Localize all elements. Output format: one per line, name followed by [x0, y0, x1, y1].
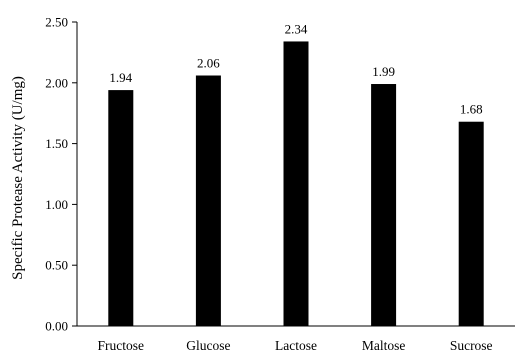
x-tick-label-glucose: Glucose — [186, 338, 230, 353]
bar-sucrose — [458, 121, 484, 326]
data-labels: 1.94 2.06 2.34 1.99 1.68 — [109, 21, 482, 116]
y-tick-label: 1.00 — [45, 197, 68, 212]
y-tick-label: 1.50 — [45, 136, 68, 151]
data-label-lactose: 2.34 — [285, 21, 308, 36]
y-axis-title: Specific Protease Activity (U/mg) — [10, 76, 26, 280]
x-tick-label-maltose: Maltose — [362, 338, 406, 353]
x-axis-labels: Fructose Glucose Lactose Maltose Sucrose — [98, 338, 493, 353]
data-label-fructose: 1.94 — [109, 70, 132, 85]
bar-lactose — [283, 41, 309, 327]
y-tick-label: 0.50 — [45, 258, 68, 273]
data-label-maltose: 1.99 — [372, 64, 395, 79]
bars — [108, 41, 484, 327]
axes — [76, 22, 515, 327]
bar-fructose — [108, 90, 134, 326]
data-label-sucrose: 1.68 — [460, 102, 483, 117]
y-tick-label: 0.00 — [45, 319, 68, 334]
bar-glucose — [195, 75, 221, 326]
y-tick-label: 2.50 — [45, 15, 68, 30]
y-axis-ticks: 0.00 0.50 1.00 1.50 2.00 2.50 — [45, 15, 77, 334]
y-axis-title-group: Specific Protease Activity (U/mg) — [10, 76, 26, 280]
bar-maltose — [371, 84, 397, 327]
data-label-glucose: 2.06 — [197, 56, 220, 71]
x-tick-label-fructose: Fructose — [98, 338, 145, 353]
x-tick-label-lactose: Lactose — [275, 338, 317, 353]
x-tick-label-sucrose: Sucrose — [450, 338, 493, 353]
y-tick-label: 2.00 — [45, 75, 68, 90]
